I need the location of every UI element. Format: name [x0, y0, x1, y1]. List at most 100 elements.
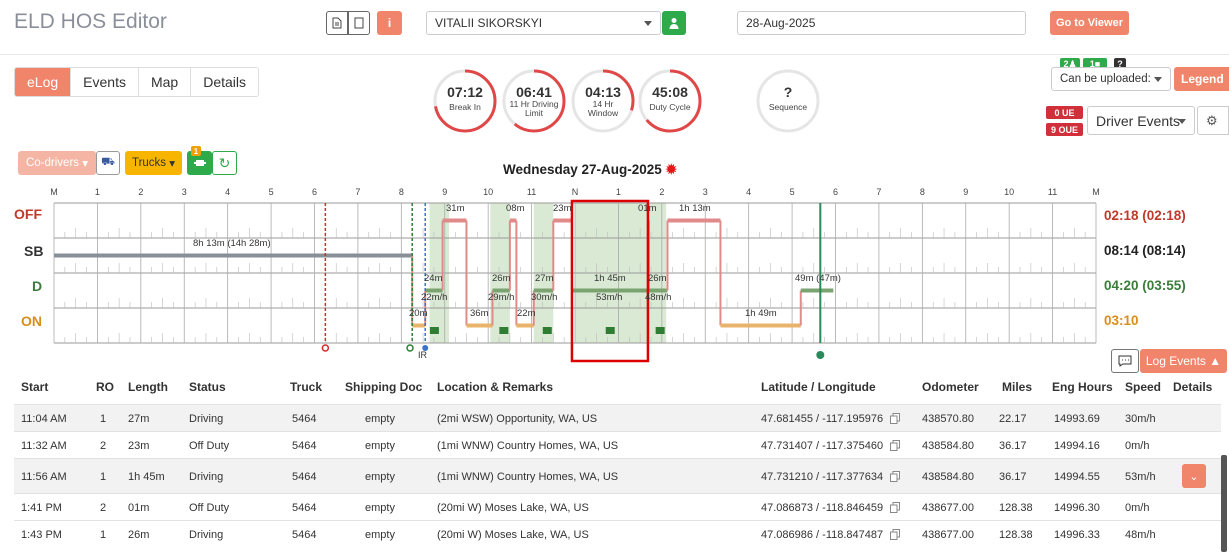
date-field[interactable]: 28-Aug-2025 — [737, 11, 1026, 35]
log-events-button[interactable]: Log Events ▲ — [1140, 349, 1227, 373]
tab-details[interactable]: Details — [191, 68, 258, 96]
cell-length: 1h 45m — [128, 470, 165, 483]
tab-events[interactable]: Events — [71, 68, 139, 96]
gear-icon: ⚙ — [1206, 112, 1218, 128]
ir-label: IR — [418, 350, 427, 360]
gauge-driving-limit: 06:41 11 Hr Driving Limit — [501, 68, 567, 134]
refresh-icon[interactable]: ↻ — [212, 151, 237, 175]
segment-label: 1h 45m — [594, 273, 626, 284]
segment-label: 30m/h — [531, 292, 558, 303]
hour-label: 5 — [790, 187, 795, 197]
col-latlon[interactable]: Latitude / Longitude — [761, 380, 876, 394]
user-icon[interactable] — [662, 11, 686, 35]
segment-label: 1h 49m — [745, 308, 777, 319]
table-row[interactable]: 11:56 AM 1 1h 45m Driving 5464 empty (1mi WNW)… — [14, 458, 1221, 493]
legend-button[interactable]: Legend — [1174, 67, 1229, 91]
hour-label: 4 — [746, 187, 751, 197]
copy-icon[interactable] — [890, 521, 900, 548]
col-location[interactable]: Location & Remarks — [437, 380, 554, 394]
hour-label: 10 — [483, 187, 493, 197]
cell-ro: 1 — [100, 528, 107, 541]
cell-doc: empty — [365, 439, 395, 452]
segment-label: 48m/h — [645, 292, 672, 303]
truck-icon — [542, 327, 552, 334]
cell-truck: 5464 — [292, 439, 317, 452]
col-status[interactable]: Status — [189, 380, 226, 394]
note-icon[interactable] — [348, 11, 370, 35]
button-label: Trucks — [131, 157, 167, 169]
copy-icon[interactable] — [890, 494, 900, 521]
col-details[interactable]: Details — [1173, 380, 1213, 394]
hour-label: N — [572, 187, 579, 197]
hour-label: 7 — [355, 187, 360, 197]
table-row[interactable]: 1:41 PM 2 01m Off Duty 5464 empty (20mi W) Mos… — [14, 493, 1221, 520]
copy-icon[interactable] — [890, 459, 900, 494]
key-icon — [321, 344, 330, 352]
col-length[interactable]: Length — [128, 380, 168, 394]
segment-label: 08m — [506, 203, 525, 214]
location-icon — [422, 345, 429, 351]
info-icon[interactable]: i — [377, 11, 402, 35]
cell-speed: 48m/h — [1125, 528, 1156, 541]
row-label-d: D — [32, 278, 43, 294]
driver-select[interactable]: VITALII SIKORSKYI — [426, 11, 661, 35]
table-row[interactable]: 1:43 PM 1 26m Driving 5464 empty (20mi W) Mose… — [14, 520, 1221, 547]
segment-label: 26m — [492, 273, 511, 284]
truck-icon — [655, 327, 665, 334]
select-label: Can be uploaded: — [1060, 73, 1151, 85]
cell-latlon: 47.681455 / -117.195976 — [761, 412, 884, 425]
col-ro[interactable]: RO — [96, 380, 114, 394]
truck-icon[interactable]: ⛟ — [96, 151, 120, 175]
cell-speed: 0m/h — [1125, 501, 1150, 514]
hour-label: 8 — [920, 187, 925, 197]
driver-events-select[interactable]: Driver Events — [1087, 106, 1195, 135]
col-truck[interactable]: Truck — [290, 380, 323, 394]
cell-odo: 438584.80 — [922, 439, 974, 452]
scrollbar[interactable] — [1221, 455, 1227, 552]
expand-details-button[interactable]: ⌄ — [1182, 464, 1206, 488]
table-row[interactable]: 11:32 AM 2 23m Off Duty 5464 empty (1mi WNW) C… — [14, 431, 1221, 458]
cell-doc: empty — [365, 528, 395, 541]
tab-map[interactable]: Map — [138, 68, 192, 96]
col-miles[interactable]: Miles — [1002, 380, 1033, 394]
key-icon — [406, 344, 414, 352]
cell-eng: 14996.30 — [1054, 501, 1100, 514]
copy-icon[interactable] — [890, 432, 900, 459]
cell-speed: 30m/h — [1125, 412, 1156, 425]
col-speed[interactable]: Speed — [1125, 380, 1162, 394]
segment-label: 23m — [553, 203, 572, 214]
tab-elog[interactable]: eLog — [15, 68, 72, 96]
hos-grid[interactable]: M 1 2 3 4 5 6 7 8 9 10 11 N 1 2 3 4 5 6 7 8 9 10 11 M — [0, 180, 1229, 365]
gauge-value: 06:41 — [516, 84, 552, 100]
cell-miles: 128.38 — [999, 528, 1033, 541]
document-icon[interactable] — [326, 11, 348, 35]
hour-label: 6 — [833, 187, 838, 197]
col-odometer[interactable]: Odometer — [922, 380, 979, 394]
hour-label: M — [1092, 187, 1100, 197]
gauge-label: 11 Hr Driving Limit — [509, 99, 559, 118]
badge-count: 1 — [1089, 59, 1095, 69]
segment-label: 26m — [648, 273, 667, 284]
hour-label: 5 — [269, 187, 274, 197]
col-eng-hours[interactable]: Eng Hours — [1052, 380, 1113, 394]
settings-button[interactable]: ⚙ — [1197, 106, 1229, 135]
col-shipping-doc[interactable]: Shipping Doc — [345, 380, 423, 394]
can-be-uploaded-select[interactable]: Can be uploaded: — [1051, 67, 1171, 91]
row-label-on: ON — [21, 313, 42, 329]
col-start[interactable]: Start — [21, 380, 49, 394]
cell-doc: empty — [365, 501, 395, 514]
co-drivers-button[interactable]: Co-drivers ▾ — [18, 151, 96, 175]
chat-icon[interactable] — [1111, 349, 1139, 373]
segment-label: 1h 13m — [679, 203, 711, 214]
table-row[interactable]: 11:04 AM 1 27m Driving 5464 empty (2mi WSW) Op… — [14, 404, 1221, 431]
copy-icon[interactable] — [890, 405, 900, 432]
truck-icon — [429, 327, 439, 334]
segment-label: 36m — [470, 308, 489, 319]
cell-latlon: 47.731407 / -117.375460 — [761, 439, 884, 452]
gauge-label: Break In — [449, 102, 481, 112]
hour-label: 6 — [312, 187, 317, 197]
go-to-viewer-button[interactable]: Go to Viewer — [1050, 11, 1129, 35]
cell-truck: 5464 — [292, 470, 317, 483]
trucks-button[interactable]: Trucks ▾ — [125, 151, 182, 175]
cell-eng: 14994.55 — [1054, 470, 1100, 483]
